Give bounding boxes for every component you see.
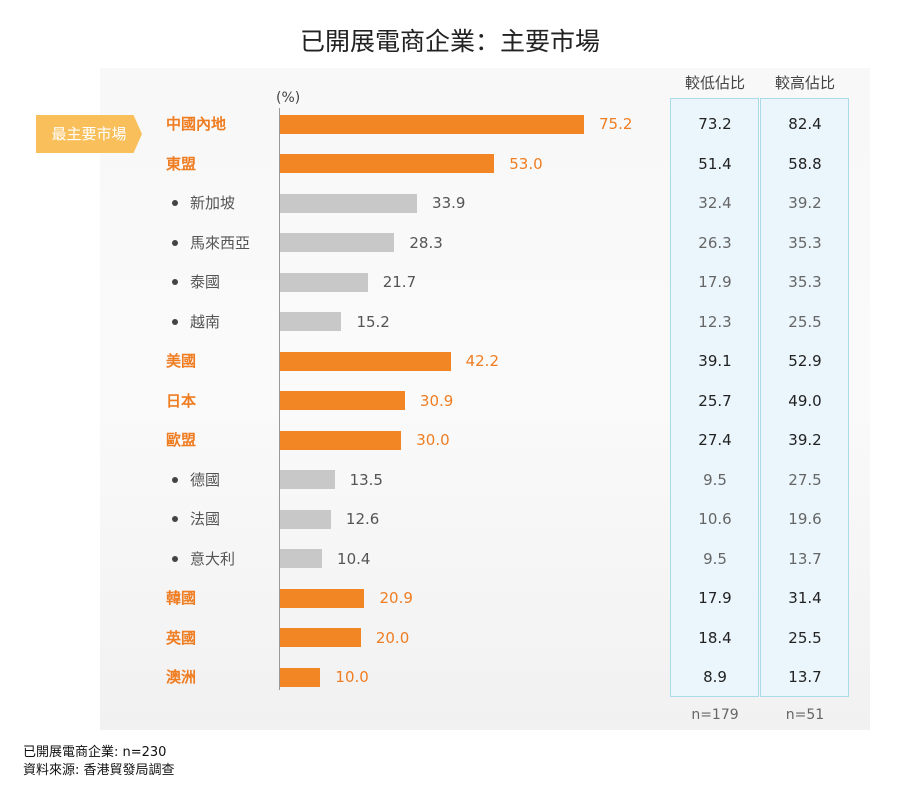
bullet-icon [172, 476, 178, 483]
bar [280, 193, 418, 213]
bar [280, 351, 451, 371]
footnote-sample: 已開展電商企業: n=230 [23, 745, 167, 760]
high-share-cell: 52.9 [788, 352, 822, 370]
category-label: 韓國 [166, 589, 197, 607]
data-label: 42.2 [465, 352, 499, 370]
primary-market-tag: 最主要市場 [36, 115, 142, 153]
category-label: 新加坡 [190, 194, 236, 212]
low-share-cell: 73.2 [698, 115, 732, 133]
high-share-cell: 13.7 [788, 668, 822, 686]
low-share-n: n=179 [691, 707, 739, 723]
bullet-icon [172, 318, 178, 325]
high-share-cell: 39.2 [788, 194, 822, 212]
category-label: 意大利 [190, 549, 236, 568]
bullet-icon [172, 555, 178, 562]
data-label: 12.6 [345, 510, 380, 528]
bar [280, 272, 368, 292]
bar [280, 233, 395, 252]
bar [280, 628, 361, 647]
low-share-cell: 26.3 [698, 233, 732, 252]
category-label: 越南 [190, 312, 221, 331]
bar [280, 470, 335, 489]
category-label: 泰國 [190, 273, 221, 291]
bar [280, 312, 342, 331]
low-share-header: 較低佔比 [684, 74, 745, 92]
low-share-column-box [670, 98, 759, 697]
bar [280, 114, 584, 134]
high-share-cell: 58.8 [788, 154, 822, 173]
category-label: 中國內地 [166, 115, 227, 133]
high-share-cell: 82.4 [788, 115, 822, 133]
bar [280, 391, 405, 410]
category-label: 澳洲 [166, 668, 197, 686]
high-share-cell: 19.6 [788, 510, 822, 528]
high-share-header: 較高佔比 [774, 74, 835, 92]
category-label: 東盟 [166, 154, 197, 173]
bar [280, 588, 365, 608]
low-share-cell: 9.5 [703, 549, 727, 568]
category-label: 馬來西亞 [190, 233, 251, 252]
low-share-cell: 8.9 [703, 668, 727, 686]
data-label: 33.9 [432, 194, 466, 212]
low-share-cell: 25.7 [698, 391, 732, 410]
data-label: 28.3 [409, 233, 443, 252]
bar [280, 154, 495, 173]
category-label: 美國 [166, 352, 197, 370]
data-label: 30.0 [416, 431, 450, 449]
category-label: 歐盟 [166, 431, 197, 449]
bullet-icon [172, 516, 178, 522]
high-share-cell: 13.7 [788, 549, 822, 568]
high-share-cell: 27.5 [788, 470, 822, 489]
data-label: 15.2 [356, 312, 390, 331]
data-label: 20.0 [375, 628, 410, 647]
data-label: 13.5 [349, 470, 383, 489]
chart-title: 已開展電商企業：主要市場 [299, 27, 600, 56]
data-label: 75.2 [599, 115, 633, 133]
high-share-cell: 35.3 [788, 233, 822, 252]
bar [280, 509, 331, 529]
high-share-cell: 35.3 [788, 273, 822, 291]
low-share-cell: 51.4 [698, 154, 732, 173]
bullet-icon [172, 239, 178, 246]
category-label: 德國 [190, 470, 221, 489]
high-share-cell: 39.2 [788, 431, 822, 449]
bar [280, 430, 402, 450]
data-label: 30.9 [419, 391, 454, 410]
high-share-cell: 49.0 [788, 391, 822, 410]
high-share-cell: 25.5 [788, 312, 822, 331]
footnote-source: 資料來源: 香港貿發局調查 [23, 763, 175, 778]
low-share-cell: 17.9 [698, 273, 732, 291]
category-label: 法國 [190, 510, 221, 528]
data-label: 10.0 [335, 668, 369, 686]
high-share-cell: 25.5 [788, 628, 822, 647]
data-label: 20.9 [379, 589, 413, 607]
low-share-cell: 9.5 [703, 470, 727, 489]
y-axis-line [279, 108, 280, 690]
low-share-cell: 32.4 [698, 194, 732, 212]
low-share-cell: 39.1 [698, 352, 732, 370]
data-label: 10.4 [337, 549, 371, 568]
low-share-cell: 27.4 [698, 431, 732, 449]
high-share-n: n=51 [785, 707, 825, 723]
data-label: 21.7 [382, 273, 417, 291]
high-share-column-box [760, 98, 849, 697]
footnote: 已開展電商企業: n=230 資料來源: 香港貿發局調查 [23, 744, 175, 780]
low-share-cell: 18.4 [698, 628, 732, 647]
high-share-cell: 31.4 [788, 589, 822, 607]
unit-label: (%) [276, 90, 301, 106]
data-label: 53.0 [509, 154, 543, 173]
category-label: 英國 [166, 628, 197, 647]
bullet-icon [172, 279, 178, 285]
bar [280, 667, 321, 687]
low-share-cell: 17.9 [698, 589, 732, 607]
category-label: 日本 [166, 391, 197, 410]
low-share-cell: 12.3 [698, 312, 732, 331]
bar [280, 549, 323, 568]
low-share-cell: 10.6 [698, 510, 732, 528]
bullet-icon [172, 200, 178, 206]
